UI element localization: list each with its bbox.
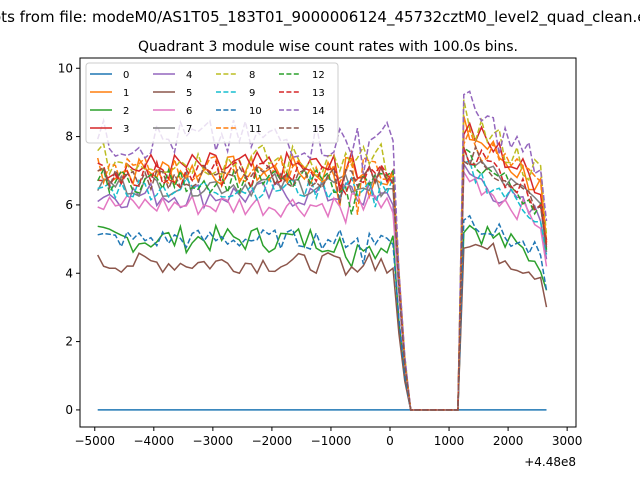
x-tick-label: −3000 bbox=[193, 434, 234, 448]
series-line-14 bbox=[96, 90, 548, 411]
x-tick-label: −4000 bbox=[134, 434, 175, 448]
x-tick-label: 0 bbox=[386, 434, 394, 448]
series-line-13 bbox=[97, 147, 548, 411]
series-line-6 bbox=[97, 169, 548, 411]
y-tick-label: 10 bbox=[58, 61, 73, 75]
legend-label-1: 1 bbox=[123, 88, 129, 99]
axes-frame bbox=[79, 57, 577, 428]
legend-label-14: 14 bbox=[312, 106, 325, 117]
series-line-2 bbox=[97, 223, 548, 411]
legend-label-4: 4 bbox=[186, 70, 192, 81]
y-tick-label: 8 bbox=[65, 130, 73, 144]
x-tick-label: −5000 bbox=[74, 434, 115, 448]
legend-label-0: 0 bbox=[123, 70, 129, 81]
chart-title: Quadrant 3 module wise count rates with … bbox=[138, 39, 518, 55]
x-tick-label: −1000 bbox=[311, 434, 352, 448]
legend-label-10: 10 bbox=[249, 106, 262, 117]
y-tick-label: 0 bbox=[65, 403, 73, 417]
y-tick-label: 4 bbox=[65, 266, 73, 280]
legend-label-12: 12 bbox=[312, 70, 325, 81]
figure-suptitle: Plots from file: modeM0/AS1T05_183T01_90… bbox=[0, 8, 640, 27]
series-line-15 bbox=[97, 144, 548, 411]
legend-label-13: 13 bbox=[312, 88, 325, 99]
legend-label-5: 5 bbox=[186, 88, 192, 99]
x-offset-label: +4.48e8 bbox=[524, 455, 576, 469]
legend-label-11: 11 bbox=[249, 124, 262, 135]
y-tick-label: 6 bbox=[65, 198, 73, 212]
legend-frame bbox=[85, 62, 339, 144]
series-line-5 bbox=[97, 241, 548, 411]
plot-area bbox=[79, 57, 577, 428]
x-tick-label: 1000 bbox=[434, 434, 465, 448]
series-line-12 bbox=[97, 146, 548, 411]
series-layer bbox=[96, 90, 548, 411]
legend-label-6: 6 bbox=[186, 106, 192, 117]
legend-label-2: 2 bbox=[123, 106, 129, 117]
legend-label-3: 3 bbox=[123, 124, 129, 135]
y-tick-label: 2 bbox=[65, 335, 73, 349]
x-tick-label: 2000 bbox=[493, 434, 524, 448]
y-axis: 0 2 4 6 8 10 bbox=[58, 61, 80, 417]
legend-label-8: 8 bbox=[249, 70, 255, 81]
x-tick-label: 3000 bbox=[552, 434, 583, 448]
series-line-11 bbox=[96, 127, 548, 411]
x-axis: −5000 −4000 −3000 −2000 −1000 0 1000 2000 3000 bbox=[74, 427, 582, 448]
x-tick-label: −2000 bbox=[252, 434, 293, 448]
legend-label-15: 15 bbox=[312, 124, 325, 135]
legend-label-9: 9 bbox=[249, 88, 255, 99]
legend-label-7: 7 bbox=[186, 124, 192, 135]
